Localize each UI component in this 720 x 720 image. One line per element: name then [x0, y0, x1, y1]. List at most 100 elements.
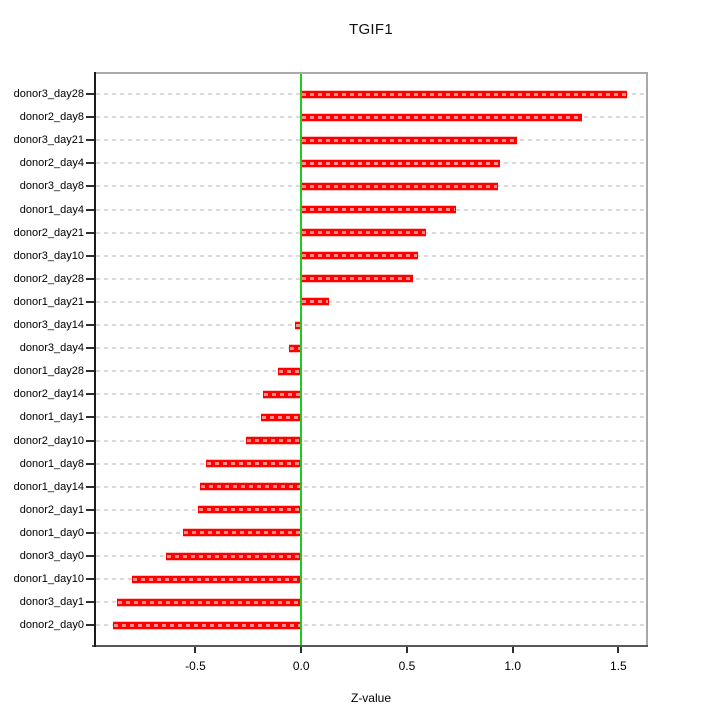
- y-axis-label: donor2_day4: [19, 157, 84, 170]
- y-axis-label: donor2_day8: [19, 111, 84, 124]
- bar: [294, 321, 302, 329]
- bar-inner-dash: [302, 254, 417, 258]
- bar: [301, 90, 627, 98]
- y-axis-tick: [86, 139, 94, 142]
- bar-inner-dash: [200, 485, 301, 489]
- bar-inner-dash: [114, 623, 301, 627]
- y-axis-tick: [86, 277, 94, 280]
- y-axis-tick: [86, 462, 94, 465]
- gridline: [96, 485, 646, 488]
- gridline: [96, 370, 646, 373]
- bar: [117, 598, 302, 606]
- bar: [301, 159, 500, 167]
- bar: [263, 390, 302, 398]
- y-axis-tick: [86, 254, 94, 257]
- bar: [199, 483, 302, 491]
- x-axis-tick: [194, 647, 197, 653]
- y-axis-tick: [86, 555, 94, 557]
- bar-inner-dash: [302, 184, 497, 188]
- bar: [301, 275, 414, 283]
- gridline: [96, 624, 646, 627]
- bar: [301, 113, 583, 121]
- y-axis-label: donor1_day8: [19, 457, 84, 470]
- gridline: [96, 531, 646, 534]
- y-axis-label: donor1_day28: [13, 365, 84, 378]
- bar: [301, 136, 517, 144]
- bar: [301, 252, 418, 260]
- bar: [277, 367, 302, 375]
- y-axis-tick: [86, 370, 94, 373]
- y-axis-tick: [86, 578, 94, 581]
- bar-inner-dash: [302, 161, 499, 165]
- y-axis-tick: [86, 439, 94, 442]
- bar: [261, 413, 302, 421]
- y-axis-label: donor1_day21: [13, 295, 84, 308]
- plot-area: [92, 72, 648, 647]
- gridline: [96, 416, 646, 419]
- bar-inner-dash: [295, 323, 301, 327]
- y-axis-label: donor3_day28: [13, 88, 84, 100]
- y-axis-tick: [86, 416, 94, 419]
- bar: [301, 298, 329, 306]
- bar-inner-dash: [166, 554, 301, 558]
- gridline: [96, 393, 646, 396]
- x-axis-tick-label: 0.5: [398, 659, 416, 673]
- bar: [165, 552, 302, 560]
- y-axis-tick: [86, 393, 94, 396]
- y-axis-label: donor2_day21: [13, 226, 84, 239]
- y-axis-tick: [86, 508, 94, 511]
- zero-line: [300, 72, 303, 647]
- y-axis-label: donor3_day10: [13, 249, 84, 262]
- x-axis-tick-label: 1.5: [610, 659, 627, 673]
- bar: [197, 506, 302, 514]
- y-axis-label: donor2_day0: [19, 619, 84, 632]
- y-axis-label: donor2_day14: [13, 388, 84, 401]
- gridline: [96, 300, 646, 303]
- gridline: [96, 462, 646, 465]
- chart-title: TGIF1: [348, 21, 393, 38]
- gridline: [96, 578, 646, 581]
- gridline: [96, 601, 646, 604]
- bar: [301, 206, 456, 213]
- bar: [288, 344, 302, 352]
- bar: [182, 529, 302, 537]
- bar-inner-dash: [247, 439, 301, 442]
- y-axis-tick: [86, 531, 94, 534]
- y-axis-tick: [86, 485, 94, 488]
- x-axis-tick: [300, 647, 303, 653]
- y-axis-tick: [86, 162, 94, 165]
- y-axis-label: donor1_day0: [19, 526, 84, 539]
- y-axis-label: donor3_day1: [19, 596, 84, 609]
- bar-inner-dash: [302, 300, 328, 304]
- bar: [246, 437, 302, 444]
- bar: [301, 182, 498, 190]
- y-axis-label: donor2_day1: [19, 503, 84, 516]
- y-axis-label: donor3_day0: [19, 550, 84, 562]
- y-axis-label: donor3_day14: [13, 319, 84, 331]
- gridline: [96, 508, 646, 511]
- y-axis-label: donor1_day14: [13, 480, 84, 493]
- plot-border-bottom: [92, 645, 648, 647]
- bar-inner-dash: [302, 92, 626, 96]
- x-axis-tick: [617, 647, 620, 653]
- y-axis-tick: [86, 116, 94, 119]
- gridline: [96, 555, 646, 557]
- x-axis-tick-label: -0.5: [185, 659, 206, 673]
- bar-inner-dash: [302, 277, 413, 281]
- y-axis-label: donor2_day10: [13, 434, 84, 447]
- bar-inner-dash: [302, 208, 455, 211]
- bar: [301, 229, 426, 237]
- bar-inner-dash: [198, 508, 301, 512]
- y-axis-tick: [86, 231, 94, 234]
- bar: [206, 460, 302, 468]
- y-axis-label: donor1_day10: [13, 573, 84, 586]
- bar-inner-dash: [262, 415, 301, 419]
- y-axis-tick: [86, 300, 94, 303]
- x-axis-tick-label: 0.0: [292, 659, 310, 673]
- gridline: [96, 324, 646, 326]
- bar-inner-dash: [302, 115, 582, 119]
- bar-inner-dash: [133, 577, 301, 581]
- y-axis-label: donor3_day8: [19, 180, 84, 193]
- bar-inner-dash: [302, 138, 516, 142]
